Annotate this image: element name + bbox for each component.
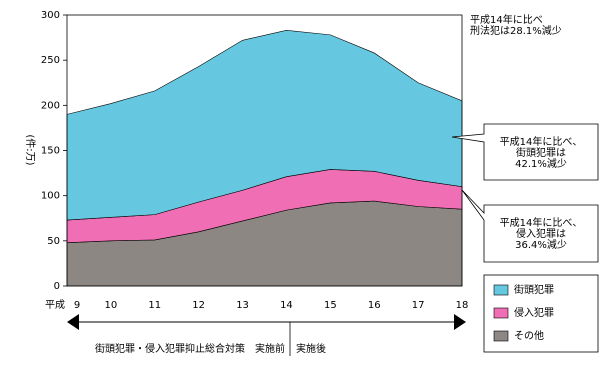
legend-swatch — [493, 284, 509, 296]
y-tick-label: 300 — [41, 10, 60, 21]
plot-area — [66, 30, 463, 287]
x-tick-label: 12 — [192, 300, 205, 311]
y-tick-label: 50 — [47, 236, 60, 247]
x-prefix: 平成 — [45, 299, 65, 311]
callout-box — [451, 123, 599, 181]
x-tick-label: 11 — [148, 300, 161, 311]
legend-label: 街頭犯罪 — [514, 283, 554, 296]
y-tick-label: 100 — [41, 191, 60, 202]
x-tick-label: 14 — [280, 300, 293, 311]
arrowhead — [67, 314, 79, 330]
y-tick-label: 200 — [41, 100, 60, 111]
annotation: 平成14年に比べ、 — [500, 216, 583, 229]
period-after: 実施後 — [296, 342, 326, 355]
callout-box — [461, 189, 599, 263]
x-tick-label: 9 — [74, 300, 80, 311]
x-tick-label: 15 — [324, 300, 337, 311]
annotation: 平成14年に比べ、 — [500, 135, 583, 148]
x-tick-label: 13 — [236, 300, 249, 311]
x-tick-label: 16 — [368, 300, 381, 311]
y-tick-label: 250 — [41, 55, 60, 66]
annotation: 平成14年に比べ — [470, 13, 543, 26]
y-axis-label: (件:万) — [24, 134, 36, 165]
legend-label: 侵入犯罪 — [514, 307, 554, 319]
x-tick-label: 18 — [456, 300, 469, 311]
legend-label: その他 — [514, 329, 544, 342]
x-tick-label: 10 — [105, 300, 118, 311]
annotation: 街頭犯罪は — [516, 146, 566, 159]
annotation: 42.1%減少 — [515, 157, 567, 170]
annotation: 36.4%減少 — [515, 238, 567, 251]
period-before: 街頭犯罪・侵入犯罪抑止総合対策 実施前 — [95, 342, 285, 355]
legend-swatch — [493, 307, 509, 319]
annotation: 侵入犯罪は — [516, 228, 566, 240]
legend-swatch — [493, 330, 509, 342]
arrowhead — [454, 314, 466, 330]
x-tick-label: 17 — [412, 300, 425, 311]
annotation: 刑法犯は28.1%減少 — [470, 24, 562, 37]
y-tick-label: 150 — [41, 146, 60, 157]
y-tick-label: 0 — [54, 281, 60, 292]
